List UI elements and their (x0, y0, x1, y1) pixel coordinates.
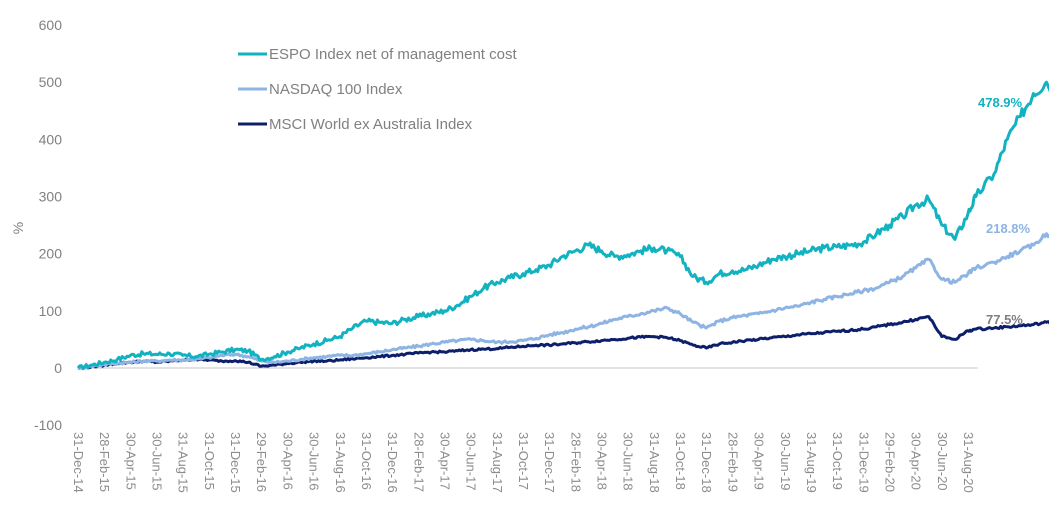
legend-label: ESPO Index net of management cost (269, 46, 517, 63)
y-tick-label: 500 (39, 74, 63, 90)
x-axis-ticks: 31-Dec-14 28-Feb-15 30-Apr-15 30-Jun-15 31-A… (71, 432, 976, 493)
x-tick-label: 30-Apr-20 (909, 432, 924, 490)
x-tick-label: 31-Dec-18 (699, 432, 714, 493)
x-tick-label: 31-Dec-16 (385, 432, 400, 493)
x-tick-label: 28-Feb-17 (411, 432, 426, 492)
x-tick-label: 28-Feb-15 (97, 432, 112, 492)
x-tick-label: 31-Aug-16 (333, 432, 348, 493)
x-tick-label: 31-Dec-14 (71, 432, 86, 493)
legend-label: MSCI World ex Australia Index (269, 116, 473, 133)
series-lines (76, 80, 1049, 371)
y-tick-label: 600 (39, 17, 63, 33)
x-tick-label: 30-Jun-15 (150, 432, 165, 491)
y-tick-label: 0 (54, 360, 62, 376)
x-tick-label: 30-Apr-17 (437, 432, 452, 490)
end-labels: 478.9% 218.8% 77.5% (978, 95, 1031, 327)
y-tick-label: 300 (39, 189, 63, 205)
x-tick-label: 31-Oct-18 (673, 432, 688, 490)
legend-item: MSCI World ex Australia Index (238, 116, 473, 133)
x-tick-label: 31-Dec-17 (542, 432, 557, 493)
x-tick-label: 31-Dec-19 (856, 432, 871, 493)
x-tick-label: 30-Apr-15 (123, 432, 138, 490)
series-line-espo (76, 80, 1049, 371)
x-tick-label: 30-Jun-18 (621, 432, 636, 491)
x-tick-label: 30-Jun-19 (778, 432, 793, 491)
legend-label: NASDAQ 100 Index (269, 81, 403, 98)
x-tick-label: 30-Apr-18 (595, 432, 610, 490)
end-label-msci: 77.5% (986, 312, 1023, 327)
x-tick-label: 31-Oct-17 (516, 432, 531, 490)
x-tick-label: 30-Apr-19 (752, 432, 767, 490)
x-tick-label: 28-Feb-19 (725, 432, 740, 492)
x-tick-label: 31-Aug-19 (804, 432, 819, 493)
x-tick-label: 28-Feb-18 (568, 432, 583, 492)
x-tick-label: 31-Oct-16 (359, 432, 374, 490)
y-tick-label: -100 (34, 417, 62, 433)
x-tick-label: 31-Aug-15 (176, 432, 191, 493)
x-tick-label: 30-Jun-17 (464, 432, 479, 491)
x-tick-label: 31-Aug-20 (961, 432, 976, 493)
x-tick-label: 30-Apr-16 (280, 432, 295, 490)
series-line-msci (77, 315, 1049, 370)
x-tick-label: 31-Aug-18 (647, 432, 662, 493)
x-tick-label: 31-Oct-15 (202, 432, 217, 490)
y-axis-ticks: -100 0 100 200 300 400 500 600 (34, 17, 62, 433)
x-tick-label: 31-Dec-15 (228, 432, 243, 493)
end-label-espo: 478.9% (978, 95, 1023, 110)
legend: ESPO Index net of management cost NASDAQ … (238, 46, 517, 133)
y-axis-label: % (10, 222, 26, 234)
y-tick-label: 200 (39, 246, 63, 262)
y-tick-label: 100 (39, 303, 63, 319)
x-tick-label: 31-Oct-19 (830, 432, 845, 490)
x-tick-label: 29-Feb-16 (254, 432, 269, 492)
x-tick-label: 30-Jun-16 (307, 432, 322, 491)
x-tick-label: 31-Aug-17 (490, 432, 505, 493)
end-label-nasdaq: 218.8% (986, 221, 1031, 236)
x-tick-label: 29-Feb-20 (882, 432, 897, 492)
series-line-nasdaq (77, 232, 1049, 371)
legend-item: NASDAQ 100 Index (238, 81, 403, 98)
y-tick-label: 400 (39, 131, 63, 147)
x-tick-label: 30-Jun-20 (935, 432, 950, 491)
legend-item: ESPO Index net of management cost (238, 46, 517, 63)
